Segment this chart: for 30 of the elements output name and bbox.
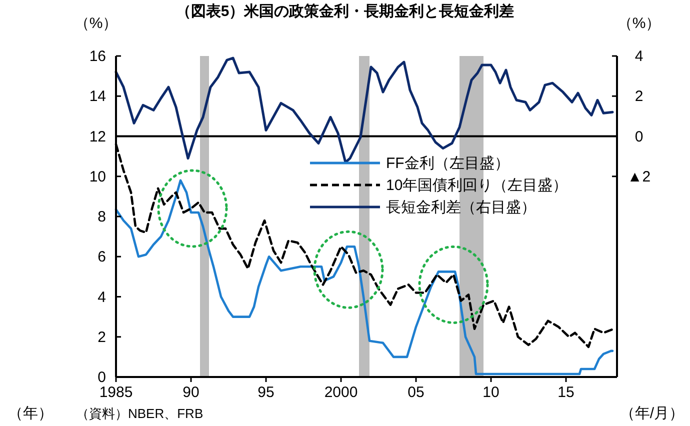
y-tick-label: 16 xyxy=(89,48,106,65)
y-tick-label: 2 xyxy=(98,328,106,346)
y2-tick-label: ▲2 xyxy=(627,168,651,186)
x-tick-label: 2000 xyxy=(324,384,358,401)
x-tick-label: 90 xyxy=(182,384,200,401)
y-tick-label: 10 xyxy=(89,168,106,186)
y-tick-label: 12 xyxy=(89,128,106,146)
chart-title: （図表5）米国の政策金利・長期金利と長短金利差 xyxy=(176,3,514,20)
y-axis-title: （%） xyxy=(74,15,118,32)
y-tick-label: 4 xyxy=(98,288,106,306)
text: （年） xyxy=(8,405,53,422)
y-tick-label: 0 xyxy=(98,369,106,386)
line-series xyxy=(114,179,614,376)
x-tick-label: 10 xyxy=(482,384,500,401)
x-tick-label: 15 xyxy=(558,384,574,401)
legend-label: 長短金利差（右目盛） xyxy=(386,199,536,216)
text: （資料）NBER、FRB xyxy=(76,406,204,421)
y-tick-label: 6 xyxy=(98,248,106,266)
y-tick-label: 14 xyxy=(89,88,106,106)
y-tick-label: 8 xyxy=(98,208,106,226)
y2-tick-label: 2 xyxy=(634,88,644,106)
y2-tick-label: 0 xyxy=(634,128,644,146)
x-axis-title: （年/月） xyxy=(620,405,684,422)
x-tick-label: 95 xyxy=(258,384,274,401)
x-tick-label: 05 xyxy=(408,384,424,401)
legend-label: FF金利（左目盛） xyxy=(386,155,510,172)
x-tick-label: 1985 xyxy=(99,384,133,401)
y2-axis-title: （%） xyxy=(617,15,661,32)
y2-tick-label: 4 xyxy=(634,48,644,65)
legend-label: 10年国債利回り（左目盛） xyxy=(386,177,568,194)
